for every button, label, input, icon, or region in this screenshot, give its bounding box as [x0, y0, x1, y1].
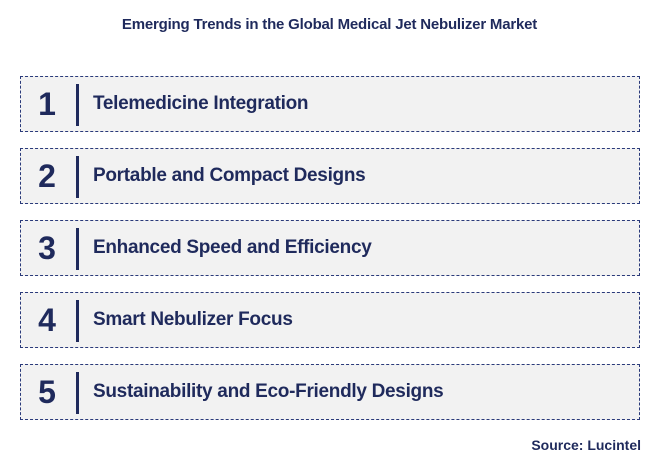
trend-divider	[76, 228, 79, 270]
trend-number: 4	[38, 302, 56, 338]
trend-divider	[76, 300, 79, 342]
trend-item-4: 4 Smart Nebulizer Focus	[20, 292, 640, 348]
source-credit: Source: Lucintel	[531, 437, 641, 453]
trend-divider	[76, 372, 79, 414]
trend-divider	[76, 84, 79, 126]
diagram-title: Emerging Trends in the Global Medical Je…	[121, 16, 538, 33]
trend-item-1: 1 Telemedicine Integration	[20, 76, 640, 132]
trend-number: 1	[38, 86, 56, 122]
trend-label: Telemedicine Integration	[93, 93, 309, 114]
trend-item-2: 2 Portable and Compact Designs	[20, 148, 640, 204]
trend-number: 3	[38, 230, 56, 266]
trend-item-3: 3 Enhanced Speed and Efficiency	[20, 220, 640, 276]
trend-list: 1 Telemedicine Integration 2 Portable an…	[20, 76, 640, 436]
trend-number: 5	[38, 374, 56, 410]
trend-item-5: 5 Sustainability and Eco-Friendly Design…	[20, 364, 640, 420]
trend-label: Sustainability and Eco-Friendly Designs	[93, 381, 444, 402]
trend-number: 2	[38, 158, 56, 194]
trend-divider	[76, 156, 79, 198]
trend-label: Enhanced Speed and Efficiency	[93, 237, 372, 258]
trend-label: Smart Nebulizer Focus	[93, 309, 293, 330]
trend-label: Portable and Compact Designs	[93, 165, 366, 186]
